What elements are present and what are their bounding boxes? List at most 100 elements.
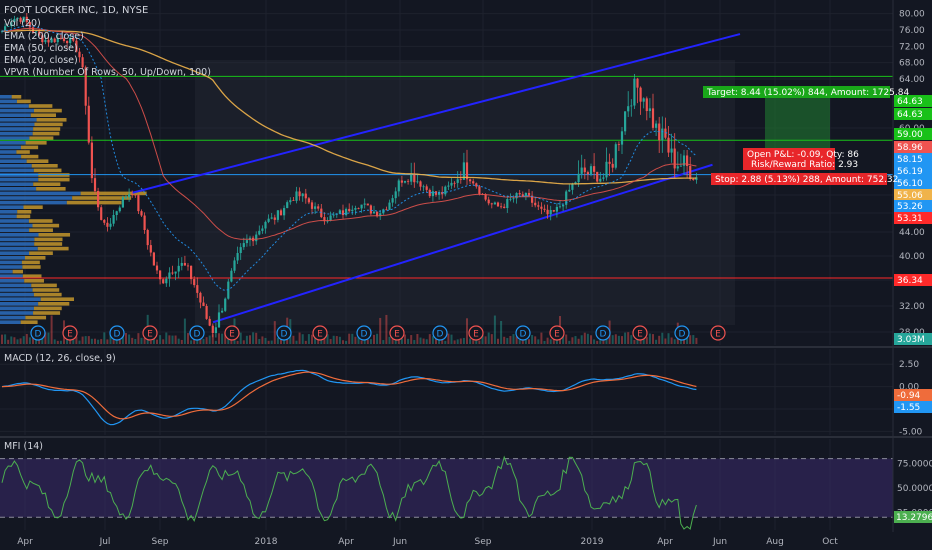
vpvr-row-up: [0, 150, 17, 154]
vpvr-row-up: [0, 219, 29, 223]
open-pnl-label: Open P&L: -0.09, Qty: 86: [747, 150, 859, 160]
price-tag: 55.06: [897, 191, 923, 201]
vpvr-row-down: [34, 237, 63, 242]
vpvr-row-up: [0, 214, 17, 219]
vpvr-row-down: [25, 141, 47, 145]
candle-body: [599, 178, 602, 182]
volume-bar: [348, 333, 351, 344]
vpvr-row-down: [28, 219, 53, 223]
candle-body: [7, 26, 10, 27]
candle-body: [193, 279, 196, 286]
volume-bar: [518, 340, 521, 344]
price-tag: 53.26: [897, 202, 923, 212]
volume-bar: [624, 332, 627, 344]
vpvr-row-up: [0, 99, 17, 104]
volume-bar: [642, 335, 645, 344]
candle-body: [186, 265, 190, 267]
candle-body: [162, 279, 165, 284]
chart-legend: FOOT LOCKER INC, 1D, NYSE Vol (20) EMA (…: [4, 5, 211, 452]
volume-bar: [183, 318, 186, 344]
volume-bar: [218, 333, 220, 344]
volume-bar: [140, 337, 143, 344]
candle-body: [493, 202, 496, 205]
candle-body: [217, 312, 221, 328]
vpvr-row-down: [24, 279, 44, 283]
candle-body: [636, 78, 639, 88]
macd-title[interactable]: MACD (12, 26, close, 9): [4, 353, 116, 364]
candle-body: [555, 206, 558, 212]
indicator-vpvr[interactable]: VPVR (Number Of Rows, 50, Up/Down, 100): [4, 67, 211, 78]
x-tick-label: Oct: [822, 537, 838, 547]
candle-body: [143, 215, 146, 231]
macd-panel[interactable]: [0, 349, 893, 435]
macd-value-bg: [894, 389, 932, 401]
risk-reward-label: Risk/Reward Ratio: 2.93: [751, 160, 858, 170]
y-tick-label: 72.00: [899, 42, 925, 52]
candle-body: [47, 39, 50, 43]
y-tick-label: 44.00: [899, 228, 925, 238]
candle-body: [314, 206, 317, 209]
price-tag: 56.10: [897, 179, 923, 189]
volume-bar: [10, 336, 13, 344]
mfi-panel[interactable]: [0, 439, 893, 530]
candle-body: [686, 155, 689, 166]
volume-bar: [683, 339, 685, 344]
event-marker-label: E: [147, 330, 153, 340]
candle-body: [490, 203, 493, 205]
vpvr-row-up: [0, 260, 22, 265]
price-tag-bg: [894, 212, 932, 224]
indicator-vol[interactable]: Vol (20): [4, 18, 41, 29]
candle-body: [53, 38, 56, 43]
candle-body: [692, 178, 695, 180]
candle-body: [202, 302, 205, 306]
volume-tag: 3.03M: [897, 335, 925, 345]
indicator-ema20[interactable]: EMA (20, close): [4, 55, 78, 66]
candle-body: [292, 200, 295, 201]
vpvr-row-down: [29, 228, 53, 232]
candle-body: [568, 189, 571, 192]
candle-body: [261, 228, 264, 231]
candle-body: [134, 194, 137, 196]
vpvr-row-up: [0, 288, 33, 292]
volume-bar: [134, 338, 137, 344]
volume-bar: [366, 339, 369, 344]
candle-body: [630, 105, 633, 107]
indicator-ema200[interactable]: EMA (200, close): [4, 31, 84, 42]
candle-body: [571, 184, 574, 190]
event-marker-label: D: [679, 330, 686, 340]
candle-body: [639, 87, 642, 102]
pnl-label-bg: [743, 148, 835, 170]
volume-bar: [481, 333, 484, 344]
candle-body: [558, 206, 562, 208]
mfi-title[interactable]: MFI (14): [4, 441, 43, 452]
candle-body: [4, 26, 7, 32]
price-panel[interactable]: [0, 0, 893, 345]
earnings-marker: [142, 325, 158, 341]
volume-bar: [528, 339, 530, 344]
vpvr-row-down: [29, 136, 54, 140]
candle-body: [577, 173, 580, 183]
indicator-ema50[interactable]: EMA (50, close): [4, 43, 78, 54]
volume-bar: [540, 332, 543, 344]
volume-bar: [211, 334, 214, 344]
symbol-title[interactable]: FOOT LOCKER INC, 1D, NYSE: [4, 5, 148, 16]
candle-body: [534, 202, 537, 206]
volume-bar: [128, 334, 131, 344]
vpvr-row-down: [29, 251, 53, 255]
position-labels[interactable]: Target: 8.44 (15.02%) 844, Amount: 1725.…: [703, 86, 909, 185]
volume-bar: [298, 332, 301, 344]
vpvr-row-down: [23, 205, 43, 209]
candle-body: [276, 210, 279, 220]
candle-body: [515, 193, 518, 199]
volume-bar: [103, 332, 106, 344]
candle-body: [341, 210, 345, 216]
vpvr-row-down: [38, 302, 70, 306]
volume-bar: [171, 335, 174, 344]
candle-body: [512, 198, 515, 200]
vpvr-row-down: [22, 274, 42, 278]
candle-body: [453, 182, 456, 184]
volume-bar: [152, 336, 155, 344]
volume-bar: [221, 333, 224, 344]
candle-body: [524, 192, 527, 197]
price-tag: 64.63: [897, 97, 923, 107]
